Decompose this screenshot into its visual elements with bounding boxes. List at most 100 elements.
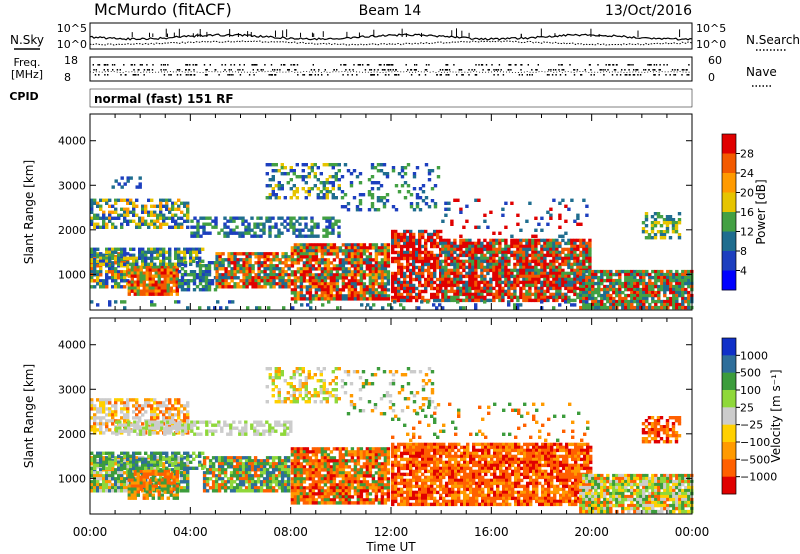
scatter-cell bbox=[654, 278, 658, 283]
scatter-cell bbox=[534, 241, 538, 246]
scatter-cell bbox=[277, 184, 281, 188]
scatter-cell bbox=[290, 261, 295, 265]
scatter-cell bbox=[147, 210, 151, 214]
scatter-cell bbox=[114, 471, 118, 475]
scatter-cell bbox=[136, 274, 140, 278]
freq-mark bbox=[160, 69, 162, 71]
scatter-cell bbox=[450, 253, 454, 258]
scatter-cell bbox=[681, 275, 685, 280]
scatter-cell bbox=[162, 462, 166, 466]
scatter-cell bbox=[281, 276, 285, 280]
scatter-cell bbox=[579, 241, 583, 246]
freq-mark bbox=[546, 74, 549, 76]
scatter-cell bbox=[298, 175, 302, 179]
freq-mark bbox=[139, 64, 142, 66]
scatter-cell bbox=[317, 297, 322, 301]
scatter-cell bbox=[362, 249, 367, 253]
scatter-cell bbox=[507, 303, 511, 307]
scatter-cell bbox=[564, 241, 568, 246]
scatter-cell bbox=[102, 480, 106, 484]
scatter-cell bbox=[257, 279, 261, 283]
scatter-cell bbox=[174, 256, 178, 260]
scatter-cell bbox=[612, 296, 616, 301]
scatter-cell bbox=[380, 282, 385, 286]
scatter-cell bbox=[180, 225, 184, 229]
scatter-cell bbox=[648, 272, 652, 277]
scatter-cell bbox=[394, 229, 398, 234]
scatter-cell bbox=[433, 268, 437, 273]
scatter-cell bbox=[546, 238, 550, 243]
scatter-cell bbox=[139, 268, 143, 272]
scatter-cell bbox=[334, 196, 338, 200]
scatter-cell bbox=[208, 231, 212, 235]
scatter-cell bbox=[317, 267, 322, 271]
scatter-cell bbox=[564, 295, 568, 300]
scatter-cell bbox=[531, 283, 535, 288]
scatter-cell bbox=[427, 235, 431, 240]
scatter-cell bbox=[141, 256, 145, 260]
scatter-cell bbox=[272, 255, 276, 259]
scatter-cell bbox=[444, 259, 448, 264]
scatter-cell bbox=[165, 460, 169, 464]
scatter-cell bbox=[244, 219, 248, 223]
scatter-cell bbox=[293, 288, 298, 292]
scatter-cell bbox=[211, 456, 216, 460]
scatter-cell bbox=[397, 280, 401, 285]
scatter-cell bbox=[462, 280, 466, 285]
scatter-cell bbox=[284, 282, 288, 286]
scatter-cell bbox=[172, 283, 176, 287]
scatter-cell bbox=[99, 270, 103, 274]
freq-mark bbox=[548, 74, 550, 76]
scatter-cell bbox=[397, 298, 401, 303]
scatter-cell bbox=[257, 267, 261, 271]
scatter-cell bbox=[105, 198, 109, 202]
scatter-cell bbox=[498, 292, 502, 297]
scatter-cell bbox=[424, 289, 428, 294]
scatter-cell bbox=[447, 238, 451, 243]
scatter-cell bbox=[126, 252, 130, 256]
scatter-cell bbox=[480, 289, 484, 294]
scatter-cell bbox=[477, 256, 481, 261]
scatter-cell bbox=[648, 281, 652, 286]
scatter-cell bbox=[130, 487, 134, 491]
scatter-cell bbox=[93, 201, 97, 205]
scatter-cell bbox=[323, 294, 328, 298]
scatter-cell bbox=[501, 295, 505, 300]
scatter-cell bbox=[138, 256, 142, 260]
scatter-cell bbox=[296, 294, 301, 298]
scatter-cell bbox=[394, 256, 398, 261]
scatter-cell bbox=[537, 280, 541, 285]
scatter-cell bbox=[367, 178, 372, 182]
scatter-cell bbox=[386, 288, 391, 292]
scatter-cell bbox=[531, 247, 535, 252]
scatter-cell bbox=[480, 292, 484, 297]
scatter-cell bbox=[558, 262, 562, 267]
cpid-label: CPID bbox=[9, 90, 38, 103]
freq-mark bbox=[520, 64, 522, 66]
freq-mark bbox=[609, 64, 611, 66]
scatter-cell bbox=[138, 219, 142, 223]
scatter-cell bbox=[248, 252, 252, 256]
scatter-cell bbox=[618, 269, 622, 274]
scatter-cell bbox=[400, 169, 405, 173]
freq-mark bbox=[628, 69, 630, 71]
scatter-cell bbox=[647, 236, 652, 240]
scatter-cell bbox=[540, 259, 544, 264]
scatter-cell bbox=[370, 163, 375, 167]
scatter-cell bbox=[471, 271, 475, 276]
scatter-cell bbox=[374, 255, 379, 259]
scatter-cell bbox=[606, 278, 610, 283]
freq-mark bbox=[116, 69, 119, 71]
scatter-cell bbox=[123, 489, 127, 493]
scatter-cell bbox=[543, 268, 547, 273]
scatter-cell bbox=[567, 277, 571, 282]
freq-mark bbox=[345, 69, 347, 71]
scatter-cell bbox=[341, 273, 346, 277]
scatter-cell bbox=[528, 280, 532, 285]
scatter-cell bbox=[172, 493, 176, 497]
scatter-cell bbox=[522, 292, 526, 297]
colorbar-segment bbox=[722, 192, 736, 213]
scatter-cell bbox=[627, 272, 631, 277]
scatter-cell bbox=[471, 250, 475, 255]
scatter-cell bbox=[156, 219, 160, 223]
